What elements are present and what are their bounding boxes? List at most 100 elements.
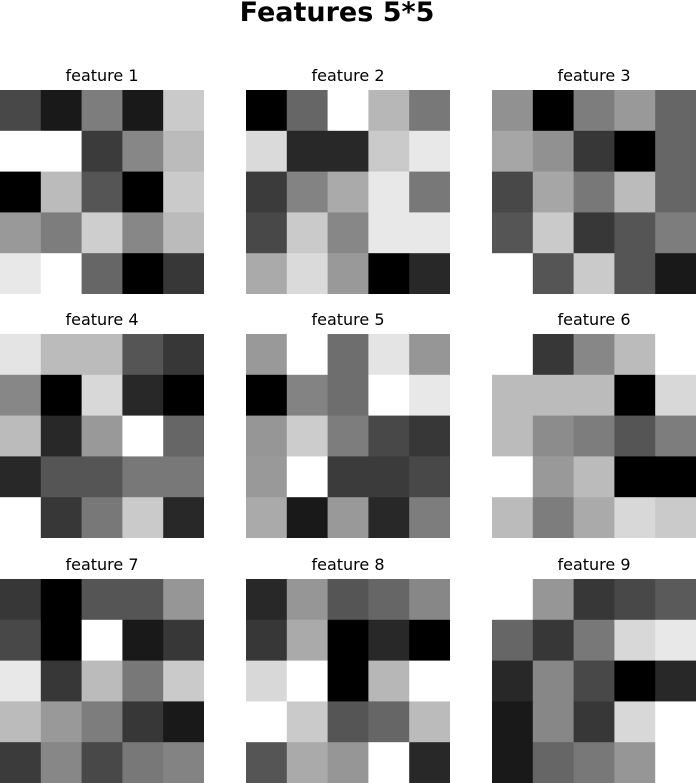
heatmap-cell (655, 171, 696, 213)
heatmap-cell (286, 579, 329, 621)
heatmap-cell (0, 334, 42, 376)
heatmap-cell (122, 334, 164, 376)
heatmap-cell (327, 374, 369, 417)
heatmap-cell (40, 90, 83, 132)
heatmap-cell (163, 579, 204, 621)
heatmap-cell (122, 497, 164, 538)
heatmap-cell (163, 701, 204, 743)
heatmap-cell (163, 253, 204, 294)
heatmap-cell (286, 374, 329, 417)
heatmap-cell (81, 334, 123, 376)
heatmap-cell (492, 701, 534, 743)
heatmap-cell (655, 212, 696, 254)
heatmap-cell (409, 253, 450, 294)
heatmap-cell (246, 253, 288, 294)
heatmap-cell (614, 579, 656, 621)
heatmap-cell (246, 171, 288, 213)
heatmap-cell (0, 456, 42, 498)
heatmap-cell (122, 90, 164, 132)
heatmap-cell (573, 701, 615, 743)
heatmap-cell (327, 334, 369, 376)
heatmap-cell (40, 374, 83, 417)
heatmap-cell (163, 334, 204, 376)
heatmap-cell (286, 334, 329, 376)
panel-title: feature 9 (557, 555, 631, 574)
heatmap-cell (81, 497, 123, 538)
heatmap-cell (614, 660, 656, 702)
heatmap-cell (81, 374, 123, 417)
heatmap-cell (573, 334, 615, 376)
heatmap-cell (655, 334, 696, 376)
heatmap-cell (655, 130, 696, 173)
heatmap-cell (492, 374, 534, 417)
heatmap-cell (409, 701, 450, 743)
panel-title: feature 1 (65, 66, 139, 85)
heatmap-cell (614, 742, 656, 783)
heatmap-cell (368, 579, 410, 621)
heatmap-cell (409, 619, 450, 662)
heatmap-cell (122, 701, 164, 743)
heatmap-cell (40, 171, 83, 213)
heatmap-grid (0, 90, 204, 294)
heatmap-cell (0, 130, 42, 173)
heatmap-cell (532, 374, 575, 417)
figure-title: Features 5*5 (239, 0, 435, 28)
heatmap-cell (368, 497, 410, 538)
heatmap-cell (286, 171, 329, 213)
heatmap-cell (81, 253, 123, 294)
heatmap-cell (122, 456, 164, 498)
heatmap-cell (655, 456, 696, 498)
heatmap-cell (492, 334, 534, 376)
heatmap-cell (40, 619, 83, 662)
heatmap-cell (655, 660, 696, 702)
heatmap-cell (492, 90, 534, 132)
heatmap-cell (532, 90, 575, 132)
heatmap-cell (327, 701, 369, 743)
heatmap-cell (286, 742, 329, 783)
heatmap-grid (246, 90, 450, 294)
heatmap-cell (573, 253, 615, 294)
heatmap-cell (0, 742, 42, 783)
heatmap-cell (122, 415, 164, 457)
heatmap-cell (81, 415, 123, 457)
heatmap-cell (492, 742, 534, 783)
heatmap-cell (327, 171, 369, 213)
heatmap-cell (409, 456, 450, 498)
heatmap-cell (573, 171, 615, 213)
heatmap-cell (40, 701, 83, 743)
heatmap-cell (122, 579, 164, 621)
heatmap-cell (573, 90, 615, 132)
heatmap-cell (327, 456, 369, 498)
heatmap-cell (409, 415, 450, 457)
panel-title: feature 5 (311, 310, 385, 329)
heatmap-cell (246, 660, 288, 702)
heatmap-cell (655, 497, 696, 538)
heatmap-cell (40, 334, 83, 376)
heatmap-cell (492, 171, 534, 213)
heatmap-cell (81, 456, 123, 498)
heatmap-cell (246, 90, 288, 132)
heatmap-cell (163, 415, 204, 457)
heatmap-cell (327, 619, 369, 662)
heatmap-grid (492, 579, 696, 783)
heatmap-cell (122, 660, 164, 702)
heatmap-cell (368, 253, 410, 294)
heatmap-cell (409, 334, 450, 376)
heatmap-cell (532, 212, 575, 254)
heatmap-cell (573, 742, 615, 783)
heatmap-cell (655, 701, 696, 743)
heatmap-cell (368, 212, 410, 254)
heatmap-cell (81, 130, 123, 173)
heatmap-cell (246, 130, 288, 173)
heatmap-cell (614, 497, 656, 538)
heatmap-cell (409, 171, 450, 213)
heatmap-cell (81, 171, 123, 213)
heatmap-cell (655, 374, 696, 417)
heatmap-grid (492, 90, 696, 294)
heatmap-cell (122, 253, 164, 294)
heatmap-cell (81, 701, 123, 743)
heatmap-cell (0, 90, 42, 132)
heatmap-cell (573, 212, 615, 254)
heatmap-cell (532, 171, 575, 213)
panel-title: feature 8 (311, 555, 385, 574)
